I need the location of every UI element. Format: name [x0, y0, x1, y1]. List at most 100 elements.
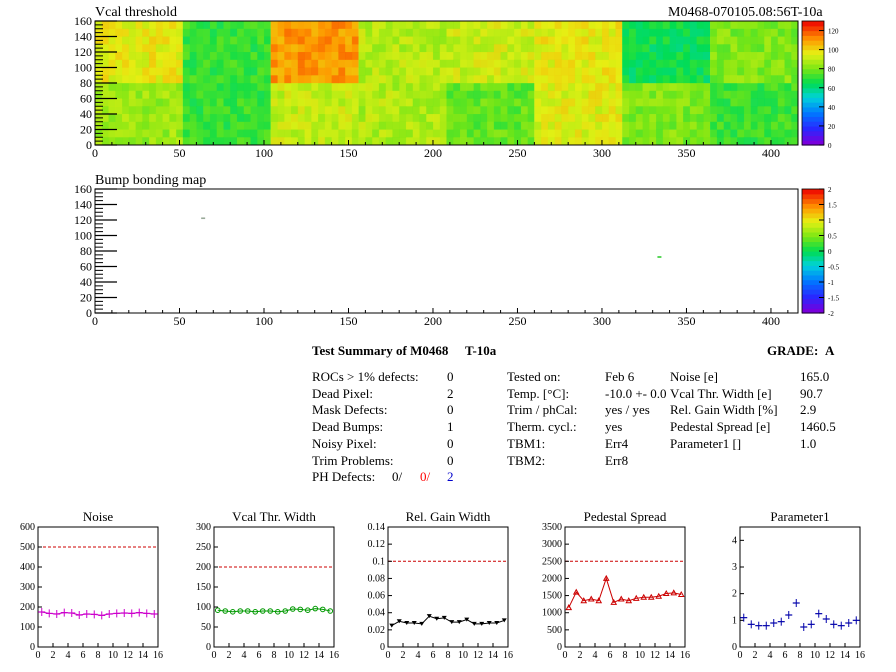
roc-noise	[608, 90, 616, 99]
x-tick-label: 350	[677, 314, 695, 328]
colorbar-tick-label: 100	[828, 47, 839, 55]
roc-noise	[236, 106, 245, 115]
roc-noise	[196, 121, 204, 130]
roc-noise	[162, 75, 170, 84]
roc-noise	[534, 28, 542, 37]
roc-noise	[683, 83, 691, 92]
mini-chart-frame	[739, 526, 861, 648]
y-tick-label: 0	[557, 642, 562, 653]
roc-noise	[439, 59, 447, 68]
roc-noise	[203, 114, 211, 123]
roc-noise	[230, 129, 238, 138]
roc-noise	[365, 90, 373, 99]
roc-noise	[473, 129, 481, 138]
roc-noise	[236, 98, 245, 107]
x-tick-label: 4	[768, 650, 773, 661]
roc-noise	[169, 98, 177, 107]
roc-noise	[426, 36, 434, 45]
roc-noise	[757, 36, 765, 45]
roc-noise	[115, 83, 123, 92]
colorbar-tick-label: 1	[828, 217, 832, 225]
roc-noise	[108, 90, 116, 99]
roc-noise	[169, 83, 177, 92]
roc-noise	[243, 75, 251, 84]
roc-noise	[324, 52, 332, 61]
roc-noise	[122, 75, 130, 84]
roc-noise	[439, 129, 447, 138]
roc-noise	[243, 121, 251, 130]
roc-noise	[662, 36, 670, 45]
roc-noise	[108, 36, 116, 45]
roc-noise	[689, 129, 697, 138]
roc-noise	[649, 137, 657, 146]
roc-noise	[588, 121, 596, 130]
x-tick-label: 0	[563, 650, 568, 661]
roc-noise	[297, 106, 305, 115]
roc-noise	[527, 129, 535, 138]
roc-noise	[541, 83, 549, 92]
summary-left-label: Trim Problems:	[312, 452, 394, 468]
mini-chart-frame	[564, 526, 686, 648]
roc-noise	[439, 44, 447, 53]
colorbar-cell	[802, 255, 824, 262]
roc-noise	[683, 129, 691, 138]
roc-noise	[730, 52, 738, 61]
roc-noise	[723, 114, 731, 123]
roc-noise	[689, 28, 697, 37]
roc-noise	[777, 52, 785, 61]
roc-noise	[514, 129, 522, 138]
roc-noise	[216, 137, 224, 146]
summary-left-label: Noisy Pixel:	[312, 435, 377, 451]
roc-noise	[318, 106, 326, 115]
roc-noise	[128, 114, 136, 123]
roc-noise	[155, 52, 163, 61]
x-tick-label: 0	[738, 650, 743, 661]
summary-right-value: 1460.5	[800, 419, 836, 435]
roc-noise	[412, 28, 420, 37]
roc-noise	[318, 59, 326, 68]
roc-noise	[588, 137, 596, 146]
roc-noise	[737, 44, 745, 53]
roc-noise	[642, 75, 650, 84]
roc-noise	[608, 106, 616, 115]
roc-noise	[122, 137, 130, 146]
roc-noise	[115, 98, 123, 107]
roc-noise	[358, 44, 366, 53]
roc-noise	[297, 83, 305, 92]
roc-noise	[574, 129, 582, 138]
roc-noise	[527, 90, 535, 99]
roc-noise	[764, 98, 772, 107]
ph-defects-v2: 0/	[420, 469, 431, 484]
roc-noise	[257, 21, 265, 30]
roc-noise	[338, 28, 346, 37]
roc-noise	[629, 36, 637, 45]
roc-noise	[770, 36, 779, 45]
roc-noise	[642, 67, 650, 76]
roc-noise	[432, 98, 441, 107]
roc-noise	[520, 52, 528, 61]
roc-noise	[155, 21, 163, 30]
colorbar-cell	[802, 21, 824, 27]
roc-noise	[615, 67, 623, 76]
roc-noise	[547, 67, 555, 76]
roc-noise	[358, 83, 366, 92]
roc-noise	[689, 75, 697, 84]
roc-noise	[162, 129, 170, 138]
roc-noise	[487, 59, 495, 68]
roc-noise	[547, 114, 555, 123]
roc-noise	[250, 106, 258, 115]
roc-noise	[385, 83, 393, 92]
roc-noise	[169, 106, 177, 115]
roc-noise	[277, 129, 285, 138]
roc-noise	[453, 137, 461, 146]
roc-noise	[764, 28, 772, 37]
roc-noise	[338, 59, 346, 68]
colorbar-cell	[802, 125, 824, 132]
roc-noise	[500, 44, 508, 53]
roc-noise	[115, 21, 123, 30]
y-tick-label: 2	[732, 589, 737, 600]
roc-noise	[601, 59, 610, 68]
roc-noise	[595, 114, 603, 123]
summary-left-label: Dead Bumps:	[312, 419, 384, 435]
roc-noise	[155, 137, 163, 146]
